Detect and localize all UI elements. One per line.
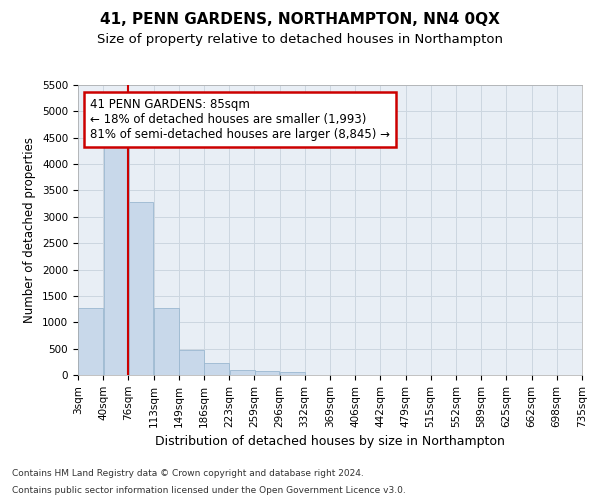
Bar (280, 372, 305, 375)
Y-axis label: Number of detached properties: Number of detached properties (23, 137, 37, 323)
Text: Contains public sector information licensed under the Open Government Licence v3: Contains public sector information licen… (12, 486, 406, 495)
Bar (179, 350, 204, 375)
Text: Contains HM Land Registry data © Crown copyright and database right 2024.: Contains HM Land Registry data © Crown c… (12, 468, 364, 477)
Bar (230, 370, 254, 375)
Text: 41, PENN GARDENS, NORTHAMPTON, NN4 0QX: 41, PENN GARDENS, NORTHAMPTON, NN4 0QX (100, 12, 500, 28)
X-axis label: Distribution of detached houses by size in Northampton: Distribution of detached houses by size … (155, 435, 505, 448)
Bar (204, 363, 229, 375)
Bar (254, 372, 280, 375)
Bar (154, 308, 179, 375)
Bar (128, 202, 154, 375)
Text: 41 PENN GARDENS: 85sqm
← 18% of detached houses are smaller (1,993)
81% of semi-: 41 PENN GARDENS: 85sqm ← 18% of detached… (90, 98, 390, 141)
Text: Size of property relative to detached houses in Northampton: Size of property relative to detached ho… (97, 32, 503, 46)
Bar (104, 144, 128, 375)
Bar (78, 308, 103, 375)
